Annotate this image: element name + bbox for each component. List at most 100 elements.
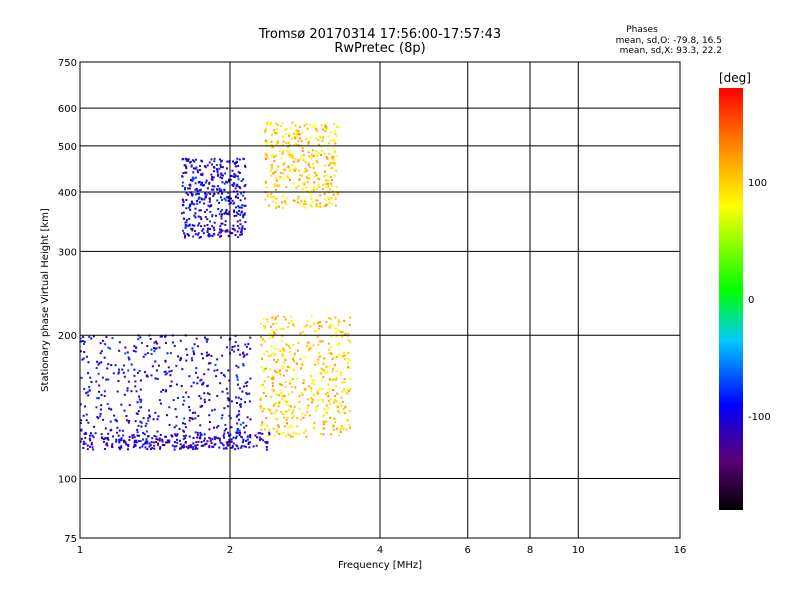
- data-point: [335, 154, 338, 157]
- data-point: [82, 357, 85, 360]
- data-point: [205, 340, 208, 343]
- data-point: [187, 396, 190, 399]
- data-point: [239, 187, 242, 190]
- data-point: [228, 435, 231, 438]
- data-point: [233, 345, 236, 348]
- data-point: [334, 142, 337, 145]
- data-point: [312, 165, 315, 168]
- data-point: [300, 174, 303, 177]
- data-point: [348, 359, 351, 362]
- data-point: [280, 340, 283, 343]
- data-point: [327, 392, 330, 395]
- data-point: [137, 440, 140, 443]
- data-point: [344, 405, 347, 408]
- data-point: [169, 352, 172, 355]
- data-point: [184, 437, 187, 440]
- data-point: [139, 388, 142, 391]
- data-point: [137, 424, 140, 427]
- data-point: [132, 446, 135, 449]
- data-point: [319, 432, 322, 435]
- data-point: [206, 338, 209, 341]
- data-point: [259, 432, 262, 435]
- data-point: [208, 420, 211, 423]
- data-point: [278, 401, 281, 404]
- data-point: [269, 169, 272, 172]
- data-point: [95, 380, 98, 383]
- data-point: [274, 154, 277, 157]
- data-point: [267, 355, 270, 358]
- data-point: [144, 425, 147, 428]
- data-point: [320, 145, 323, 148]
- data-point: [332, 190, 335, 193]
- data-point: [192, 381, 195, 384]
- data-point: [98, 384, 101, 387]
- data-point: [208, 161, 211, 164]
- data-point: [317, 143, 320, 146]
- data-point: [127, 380, 130, 383]
- data-point: [292, 199, 295, 202]
- data-points-layer: [79, 121, 352, 451]
- data-point: [244, 165, 247, 168]
- data-point: [327, 317, 330, 320]
- data-point: [323, 175, 326, 178]
- data-point: [236, 422, 239, 425]
- data-point: [337, 410, 340, 413]
- data-point: [207, 204, 210, 207]
- data-point: [95, 406, 98, 409]
- y-tick-label: 200: [58, 331, 77, 342]
- data-point: [284, 168, 287, 171]
- data-point: [349, 377, 352, 380]
- data-point: [184, 441, 187, 444]
- data-point: [172, 399, 175, 402]
- data-point: [319, 136, 322, 139]
- data-point: [316, 161, 319, 164]
- data-point: [326, 391, 329, 394]
- data-point: [245, 439, 248, 442]
- data-point: [295, 143, 298, 146]
- data-point: [292, 182, 295, 185]
- data-point: [91, 434, 94, 437]
- data-point: [335, 377, 338, 380]
- data-point: [259, 407, 262, 410]
- data-point: [220, 222, 223, 225]
- data-point: [227, 405, 230, 408]
- data-point: [270, 193, 273, 196]
- data-point: [102, 418, 105, 421]
- data-point: [136, 412, 139, 415]
- data-point: [318, 327, 321, 330]
- data-point: [325, 126, 328, 129]
- data-point: [282, 143, 285, 146]
- data-point: [311, 200, 314, 203]
- data-point: [243, 197, 246, 200]
- data-point: [272, 172, 275, 175]
- data-point: [293, 354, 296, 357]
- data-point: [234, 334, 237, 337]
- data-point: [168, 406, 171, 409]
- data-point: [171, 341, 174, 344]
- data-point: [192, 446, 195, 449]
- data-point: [147, 419, 150, 422]
- data-point: [181, 198, 184, 201]
- data-point: [181, 368, 184, 371]
- data-point: [221, 414, 224, 417]
- data-point: [322, 433, 325, 436]
- data-point: [276, 429, 279, 432]
- data-point: [112, 372, 115, 375]
- data-point: [331, 202, 334, 205]
- data-point: [242, 421, 245, 424]
- data-point: [310, 347, 313, 350]
- data-point: [170, 369, 173, 372]
- data-point: [148, 414, 151, 417]
- data-point: [286, 416, 289, 419]
- data-point: [184, 221, 187, 224]
- data-point: [218, 167, 221, 170]
- data-point: [238, 227, 241, 230]
- data-point: [137, 395, 140, 398]
- data-point: [282, 140, 285, 143]
- data-point: [219, 235, 222, 238]
- data-point: [89, 439, 92, 442]
- data-point: [218, 201, 221, 204]
- data-point: [191, 176, 194, 179]
- data-point: [293, 369, 296, 372]
- data-point: [285, 422, 288, 425]
